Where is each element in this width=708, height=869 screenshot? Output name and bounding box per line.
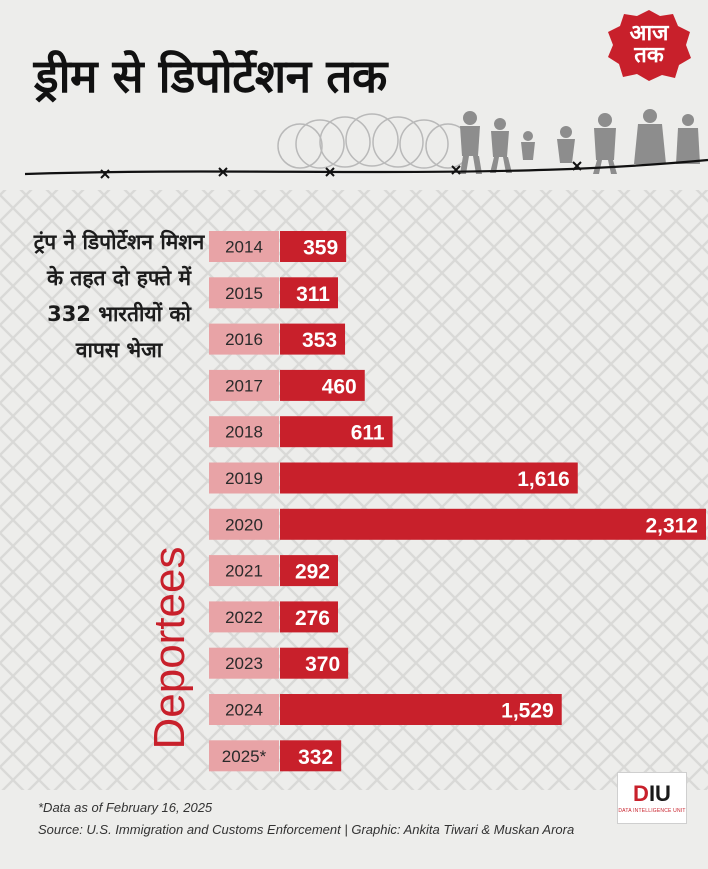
diu-mark-red: D — [633, 780, 649, 806]
bar — [280, 416, 393, 448]
bar-value-label: 1,529 — [501, 700, 554, 723]
bar — [280, 647, 349, 679]
year-label: 2018 — [225, 423, 263, 442]
bar — [280, 694, 562, 725]
wire-barbs — [100, 161, 582, 179]
source-credit: Source: U.S. Immigration and Customs Enf… — [38, 822, 575, 837]
aajtak-logo — [608, 10, 691, 81]
diu-mark-rest: IU — [648, 780, 671, 806]
year-label-box — [209, 508, 279, 540]
bar — [280, 231, 347, 262]
bar-value-label: 359 — [303, 237, 338, 260]
bar — [280, 601, 338, 633]
bar — [280, 555, 338, 587]
diu-mark: DIU — [633, 780, 671, 806]
aajtak-logo-text: आज तक — [606, 8, 692, 82]
barbed-wire-illustration — [24, 109, 708, 179]
year-label: 2021 — [225, 562, 263, 581]
bar-value-label: 353 — [302, 329, 337, 352]
side-note: ट्रंप ने डिपोर्टेशन मिशन के तहत दो हफ्ते… — [33, 230, 205, 362]
year-label: 2019 — [225, 469, 263, 488]
bar-value-label: 611 — [351, 422, 385, 445]
barbed-wire-line — [24, 158, 708, 176]
bar-value-label: 311 — [296, 283, 330, 306]
year-label-box — [209, 694, 279, 725]
year-label-box — [209, 740, 279, 772]
bar-value-label: 370 — [305, 653, 340, 676]
year-label-box — [209, 555, 279, 587]
year-label-box — [209, 647, 279, 679]
bar-value-label: 2,312 — [645, 514, 698, 537]
year-label: 2017 — [225, 376, 263, 395]
logo-line-2: तक — [634, 43, 664, 68]
year-label: 2014 — [225, 238, 263, 257]
migrant-silhouettes — [460, 109, 700, 174]
year-label: 2025* — [222, 747, 267, 766]
bar — [280, 277, 338, 309]
year-label: 2022 — [225, 608, 263, 627]
razor-wire-coils — [277, 113, 471, 169]
footnote: *Data as of February 16, 2025 — [38, 800, 213, 815]
year-label: 2024 — [225, 701, 263, 720]
bar — [280, 323, 346, 355]
logo-line-1: आज — [629, 21, 669, 46]
bar-value-label: 460 — [322, 375, 357, 398]
year-label-box — [209, 277, 279, 309]
bar — [280, 369, 365, 401]
year-label: 2023 — [225, 654, 263, 673]
year-label-box — [209, 369, 279, 401]
year-label-box — [209, 231, 279, 262]
bar-value-label: 332 — [298, 746, 333, 769]
year-label: 2016 — [225, 330, 263, 349]
bar-value-label: 1,616 — [517, 468, 570, 491]
year-label: 2020 — [225, 515, 263, 534]
year-label-box — [209, 416, 279, 448]
year-label-box — [209, 323, 279, 355]
diu-subtitle: DATA INTELLIGENCE UNIT — [618, 807, 686, 814]
year-label-box — [209, 601, 279, 633]
bar — [280, 740, 342, 772]
bar-value-label: 276 — [295, 607, 330, 630]
year-label: 2015 — [225, 284, 263, 303]
diu-badge: DIU DATA INTELLIGENCE UNIT — [617, 772, 687, 824]
bar-value-label: 292 — [295, 561, 330, 584]
page-title: ड्रीम से डिपोर्टेशन तक — [34, 49, 387, 103]
bar — [280, 508, 706, 540]
bar — [280, 462, 578, 494]
year-label-box — [209, 462, 279, 494]
